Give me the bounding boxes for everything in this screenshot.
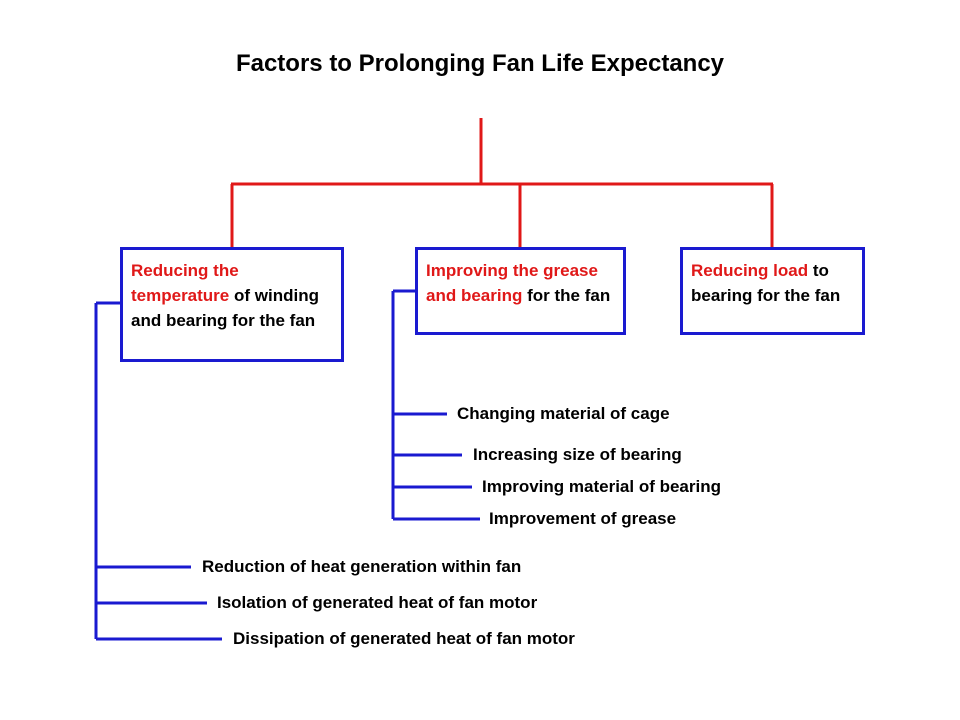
- factor-box: Improving the grease and bearing for the…: [415, 247, 626, 335]
- body-text: for the fan: [527, 286, 611, 305]
- tree-lines: [230, 118, 774, 247]
- sub-factor: Changing material of cage: [457, 404, 670, 423]
- sub-lines: [94, 289, 480, 641]
- sub-factor: Increasing size of bearing: [473, 445, 682, 464]
- sub-factor: Isolation of generated heat of fan motor: [217, 593, 538, 612]
- factor-box: Reducing load to bearing for the fan: [680, 247, 865, 335]
- highlight-text: Reducing load: [691, 261, 809, 280]
- factor-box: Reducing the temperature of winding and …: [120, 247, 344, 362]
- sub-factor: Dissipation of generated heat of fan mot…: [233, 629, 575, 648]
- highlight-text: Improving the grease and bearing: [426, 261, 598, 305]
- title: Factors to Prolonging Fan Life Expectanc…: [235, 50, 725, 77]
- sub-factor: Improving material of bearing: [482, 477, 721, 496]
- highlight-text: Reducing the temperature: [131, 261, 239, 305]
- sub-factor: Improvement of grease: [489, 509, 677, 528]
- body-text: of winding and bearing for the fan: [131, 286, 319, 330]
- sub-factor: Reduction of heat generation within fan: [202, 557, 522, 576]
- body-text: to bearing for the fan: [691, 261, 841, 305]
